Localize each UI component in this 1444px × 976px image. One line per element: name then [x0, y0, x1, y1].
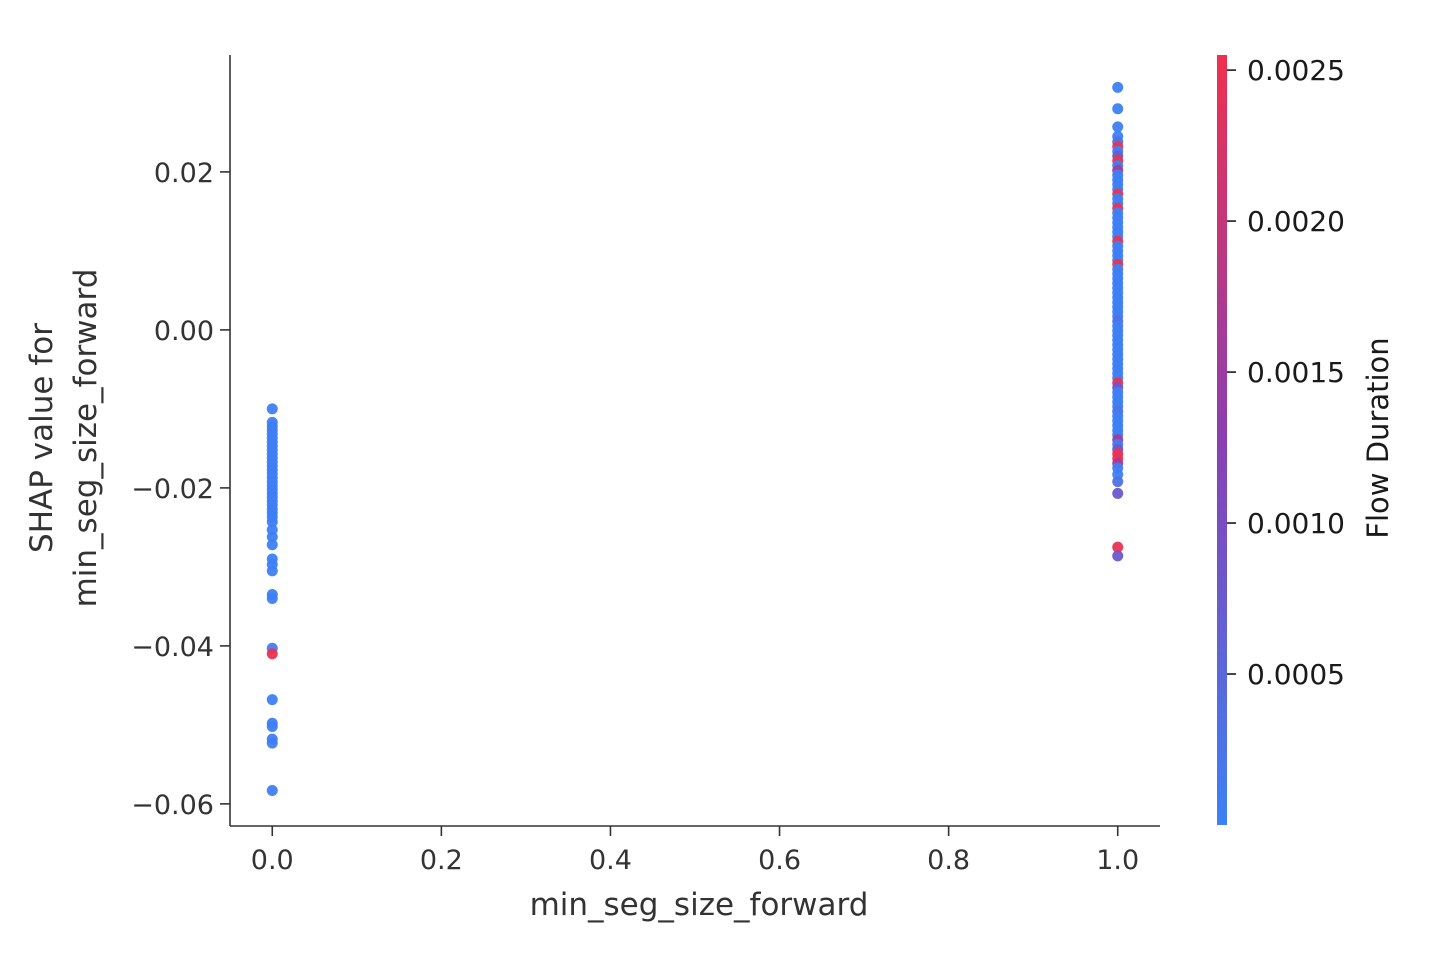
colorbar-tick-label: 0.0015: [1247, 356, 1345, 389]
scatter-point: [1112, 121, 1124, 133]
scatter-point: [1112, 81, 1124, 93]
colorbar-title: Flow Duration: [1361, 337, 1395, 538]
colorbar-tick-label: 0.0010: [1247, 507, 1345, 540]
y-tick-label: 0.02: [154, 158, 214, 189]
scatter-point: [266, 403, 278, 415]
y-tick-label: 0.00: [154, 316, 214, 347]
y-tick-label: −0.06: [131, 790, 214, 821]
scatter-point: [266, 531, 278, 543]
y-axis-title: SHAP value for min_seg_size_forward: [24, 269, 104, 608]
x-tick-label: 0.6: [758, 845, 801, 876]
scatter-points: [266, 81, 1124, 796]
x-tick-label: 0.0: [251, 845, 294, 876]
y-axis-ticks: 0.02 0.00 −0.02 −0.04 −0.06: [131, 158, 230, 821]
y-axis-title-line-1: SHAP value for: [24, 323, 60, 553]
colorbar-tick-label: 0.0020: [1247, 205, 1345, 238]
scatter-point: [1112, 487, 1124, 499]
scatter-point: [266, 539, 278, 551]
scatter-point: [266, 694, 278, 706]
colorbar-tick-label: 0.0005: [1247, 658, 1345, 691]
x-axis-ticks: 0.0 0.2 0.4 0.6 0.8 1.0: [251, 826, 1139, 876]
y-tick-label: −0.04: [131, 632, 214, 663]
scatter-point: [266, 720, 278, 732]
x-axis-title: min_seg_size_forward: [530, 887, 869, 923]
x-tick-label: 1.0: [1096, 845, 1139, 876]
colorbar: [1217, 55, 1227, 825]
colorbar-tick-label: 0.0025: [1247, 54, 1345, 87]
y-tick-label: −0.02: [131, 474, 214, 505]
colorbar-ticks: 0.0025 0.0020 0.0015 0.0010 0.0005: [1227, 54, 1345, 691]
scatter-point: [1112, 476, 1124, 488]
scatter-point: [266, 648, 278, 660]
x-tick-label: 0.4: [589, 845, 632, 876]
x-tick-label: 0.2: [420, 845, 463, 876]
scatter-point: [266, 516, 278, 528]
scatter-point: [1112, 541, 1124, 553]
y-axis-title-line-2: min_seg_size_forward: [68, 269, 104, 608]
scatter-point: [1112, 550, 1124, 562]
scatter-point: [1112, 103, 1124, 115]
scatter-point: [266, 784, 278, 796]
scatter-point: [266, 737, 278, 749]
scatter-point: [266, 565, 278, 577]
x-tick-label: 0.8: [927, 845, 970, 876]
scatter-point: [266, 592, 278, 604]
